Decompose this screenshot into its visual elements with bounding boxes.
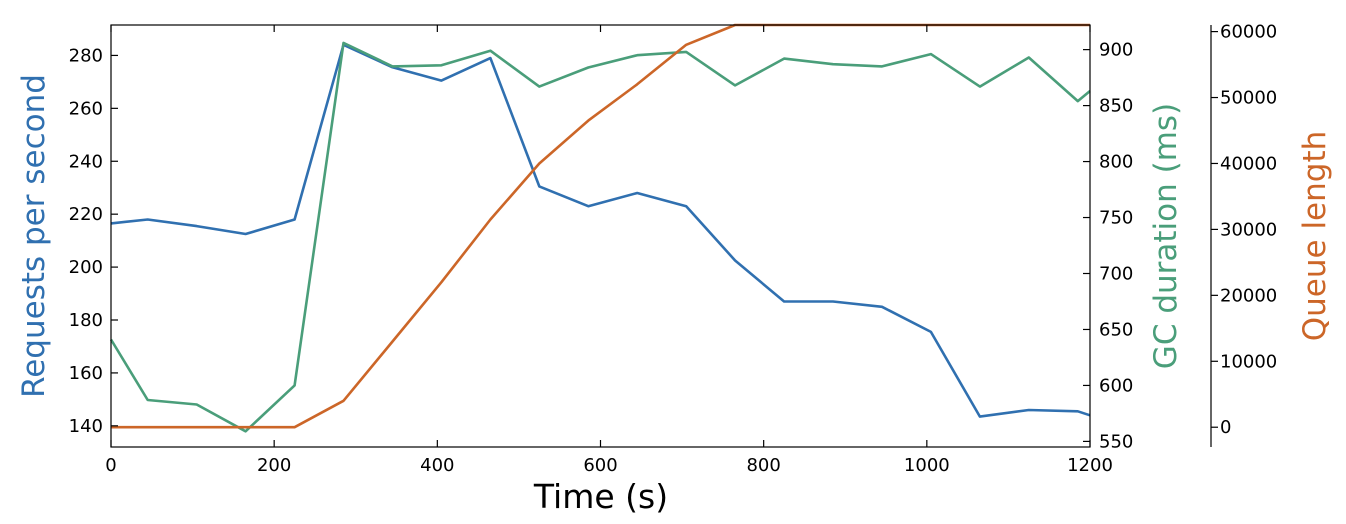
- y-tick-label-queue: 10000: [1220, 351, 1277, 372]
- series-line-rps: [110, 43, 1091, 418]
- x-tick-label: 600: [583, 455, 617, 476]
- y-tick-label-queue: 30000: [1220, 219, 1277, 240]
- y-tick-label-queue: 20000: [1220, 285, 1277, 306]
- x-tick-label: 200: [257, 455, 291, 476]
- y-tick-label-gc: 700: [1099, 263, 1133, 284]
- axes-layer: 0 200 400 600 800 1000 1200 140 160 180 200 220 240 2…: [69, 22, 1278, 476]
- x-tick-label: 0: [105, 455, 116, 476]
- y-tick-label-gc: 600: [1099, 375, 1133, 396]
- y-tick-label-requests: 240: [69, 151, 103, 172]
- y-tick-label-requests: 280: [69, 45, 103, 66]
- y-tick-label-gc: 750: [1099, 208, 1133, 229]
- y-tick-label-requests: 220: [69, 204, 103, 225]
- x-axis-title: Time (s): [533, 477, 668, 516]
- y-tick-label-requests: 140: [69, 416, 103, 437]
- y-axis-title-requests: Requests per second: [16, 74, 52, 398]
- y-tick-label-gc: 550: [1099, 431, 1133, 452]
- y-tick-label-requests: 180: [69, 310, 103, 331]
- y-axis-title-queue: Queue length: [1297, 131, 1333, 342]
- y-tick-label-gc: 650: [1099, 319, 1133, 340]
- y-tick-label-requests: 200: [69, 257, 103, 278]
- y-tick-label-gc: 900: [1099, 40, 1133, 61]
- series-line-queue: [111, 23, 1090, 429]
- y-tick-label-requests: 160: [69, 363, 103, 384]
- y-tick-label-requests: 260: [69, 98, 103, 119]
- y-tick-label-queue: 50000: [1220, 88, 1277, 109]
- y-tick-label-gc: 850: [1099, 96, 1133, 117]
- y-tick-label-gc: 800: [1099, 152, 1133, 173]
- series-line-gc: [109, 41, 1091, 433]
- x-tick-label: 1000: [904, 455, 950, 476]
- x-tick-label: 400: [420, 455, 454, 476]
- x-tick-label: 800: [746, 455, 780, 476]
- x-tick-label: 1200: [1067, 455, 1113, 476]
- y-axis-title-gc: GC duration (ms): [1148, 103, 1184, 369]
- y-tick-label-queue: 40000: [1220, 153, 1277, 174]
- series-layer: [109, 23, 1091, 433]
- y-tick-label-queue: 60000: [1220, 22, 1277, 43]
- y-tick-label-queue: 0: [1220, 417, 1231, 438]
- plot-frame: [110, 24, 1091, 448]
